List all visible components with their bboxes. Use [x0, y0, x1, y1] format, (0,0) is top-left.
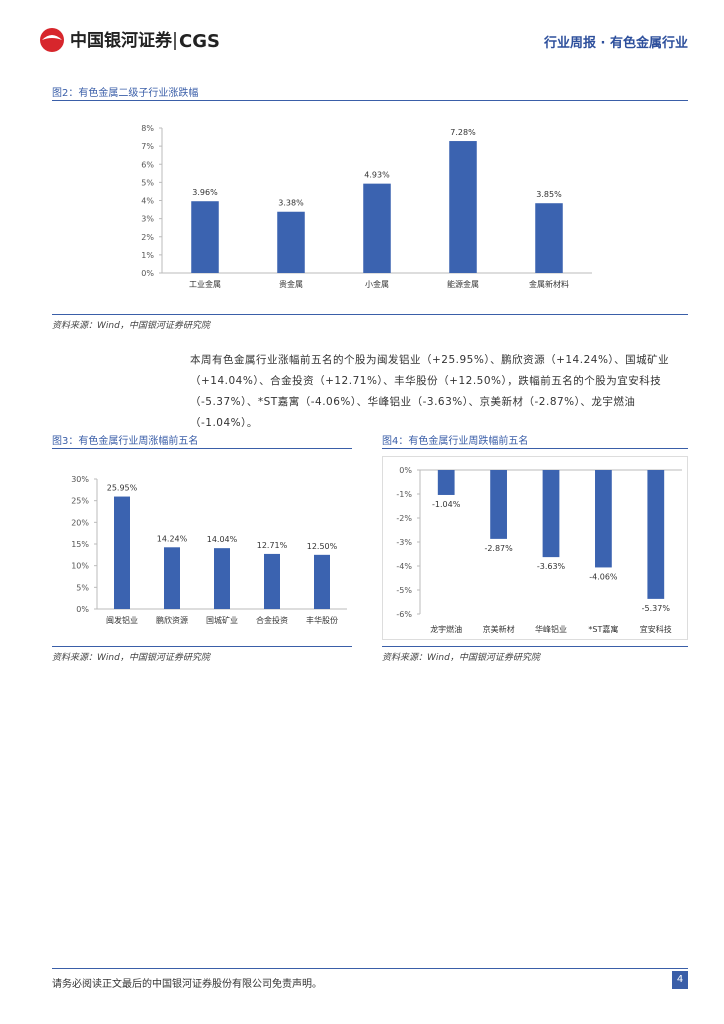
data-label: 3.85%: [536, 190, 562, 199]
rule: [52, 646, 352, 647]
bar: [264, 553, 280, 609]
bar: [449, 141, 477, 273]
chart-frame: [382, 456, 688, 640]
chart: 0% 1% 2% 3% 4% 5% 6% 7% 8% 工业金属 3.96% 贵金属 3.38% 小金属 4.…: [141, 124, 592, 289]
y-tick-label: 6%: [141, 160, 154, 169]
x-tick-label: 鹏欣资源: [156, 615, 188, 625]
y-tick-label: 15%: [71, 540, 89, 549]
disclaimer: 请务必阅读正文最后的中国银河证券股份有限公司免责声明。: [52, 979, 322, 990]
x-tick-label: 合金投资: [256, 615, 288, 625]
bar: [490, 470, 507, 539]
y-tick-label: 10%: [71, 562, 89, 571]
x-tick-label: 闽发铝业: [106, 615, 138, 625]
data-label: -1.04%: [432, 500, 461, 509]
source: 资料来源：Wind，中国银河证券研究院: [382, 653, 540, 663]
paragraph: 本周有色金属行业涨幅前五名的个股为闽发铝业（+25.95%）、鹏欣资源（+14.…: [190, 354, 670, 429]
y-tick-label: 2%: [141, 233, 154, 242]
logo-cn: 中国银河证券: [70, 30, 173, 51]
y-tick-label: 0%: [141, 269, 154, 278]
figure-title: 图2：有色金属二级子行业涨跌幅: [52, 88, 199, 99]
x-tick-label: 宜安科技: [640, 624, 672, 634]
x-tick-label: 金属新材料: [529, 279, 569, 289]
x-tick-label: 京美新材: [483, 624, 515, 634]
x-tick-label: 工业金属: [189, 279, 221, 289]
data-label: 12.71%: [257, 541, 288, 550]
data-label: 12.50%: [307, 542, 338, 551]
data-label: 4.93%: [364, 171, 390, 180]
bar: [535, 203, 563, 273]
rule: [52, 100, 688, 101]
chart: 0% 5% 10% 15% 20% 25% 30% 闽发铝业 25.95% 鹏欣资源 14.24% 国…: [71, 475, 347, 625]
y-tick-label: 8%: [141, 124, 154, 133]
figure-title: 图3：有色金属行业周涨幅前五名: [52, 436, 199, 447]
y-tick-label: 5%: [76, 583, 89, 592]
bar: [437, 470, 455, 495]
data-label: 25.95%: [107, 484, 138, 493]
data-label: -4.06%: [589, 572, 618, 581]
source: 资料来源：Wind，中国银河证券研究院: [52, 321, 210, 331]
y-tick-label: 0%: [76, 605, 89, 614]
rule: [382, 448, 688, 449]
x-tick-label: 龙宇燃油: [430, 624, 462, 634]
bar: [114, 496, 130, 609]
data-label: -2.87%: [484, 544, 513, 553]
x-tick-label: *ST嘉寓: [588, 624, 618, 634]
y-tick-label: 0%: [399, 466, 412, 475]
bar: [277, 211, 305, 273]
y-tick-label: -2%: [396, 514, 412, 523]
data-label: 3.96%: [192, 188, 218, 197]
logo-en: CGS: [179, 31, 220, 52]
x-tick-label: 国城矿业: [206, 615, 238, 625]
data-label: 14.24%: [157, 534, 188, 543]
x-tick-label: 丰华股份: [306, 615, 338, 625]
x-tick-label: 华峰铝业: [535, 624, 567, 634]
bar: [164, 547, 180, 609]
figure-title: 图4：有色金属行业周跌幅前五名: [382, 436, 529, 447]
data-label: 14.04%: [207, 535, 238, 544]
bar: [314, 554, 330, 609]
y-tick-label: 7%: [141, 142, 154, 151]
bar: [647, 470, 665, 599]
data-label: 7.28%: [450, 128, 476, 137]
bar: [542, 470, 560, 558]
data-label: 3.38%: [278, 199, 304, 208]
y-tick-label: 25%: [71, 497, 89, 506]
x-tick-label: 小金属: [365, 279, 389, 289]
y-tick-label: 1%: [141, 251, 154, 260]
bar: [191, 201, 219, 273]
report-type: 行业周报 · 有色金属行业: [544, 36, 688, 51]
rule: [52, 968, 688, 969]
page-number: 4: [672, 971, 688, 989]
y-tick-label: -6%: [396, 610, 412, 619]
bar: [595, 470, 612, 568]
data-label: -3.63%: [537, 562, 566, 571]
data-label: -5.37%: [642, 604, 671, 613]
y-tick-label: -1%: [396, 490, 412, 499]
rule: [52, 448, 352, 449]
y-tick-label: -3%: [396, 538, 412, 547]
logo: 中国银河证券 CGS: [40, 28, 220, 52]
y-tick-label: 20%: [71, 518, 89, 527]
source: 资料来源：Wind，中国银河证券研究院: [52, 653, 210, 663]
bar: [214, 548, 230, 609]
rule: [382, 646, 688, 647]
y-tick-label: 4%: [141, 197, 154, 206]
y-tick-label: 3%: [141, 215, 154, 224]
y-tick-label: -4%: [396, 562, 412, 571]
rule: [52, 314, 688, 315]
y-tick-label: 30%: [71, 475, 89, 484]
y-tick-label: 5%: [141, 178, 154, 187]
bar: [363, 183, 391, 273]
x-tick-label: 贵金属: [279, 279, 303, 289]
chart: 0% -1% -2% -3% -4% -5% -6% 龙宇燃油 -1.04% 京美新材 -2.87%…: [396, 466, 682, 634]
y-tick-label: -5%: [396, 586, 412, 595]
x-tick-label: 能源金属: [447, 279, 479, 289]
